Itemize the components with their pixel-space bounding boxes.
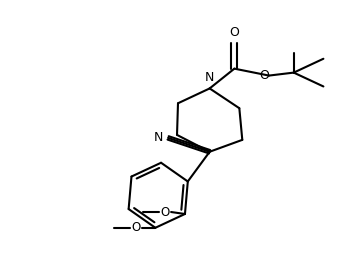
Text: O: O xyxy=(131,221,140,234)
Text: O: O xyxy=(230,26,239,39)
Text: O: O xyxy=(259,69,269,82)
Text: N: N xyxy=(205,71,214,84)
Text: N: N xyxy=(154,131,163,144)
Text: O: O xyxy=(161,206,170,219)
